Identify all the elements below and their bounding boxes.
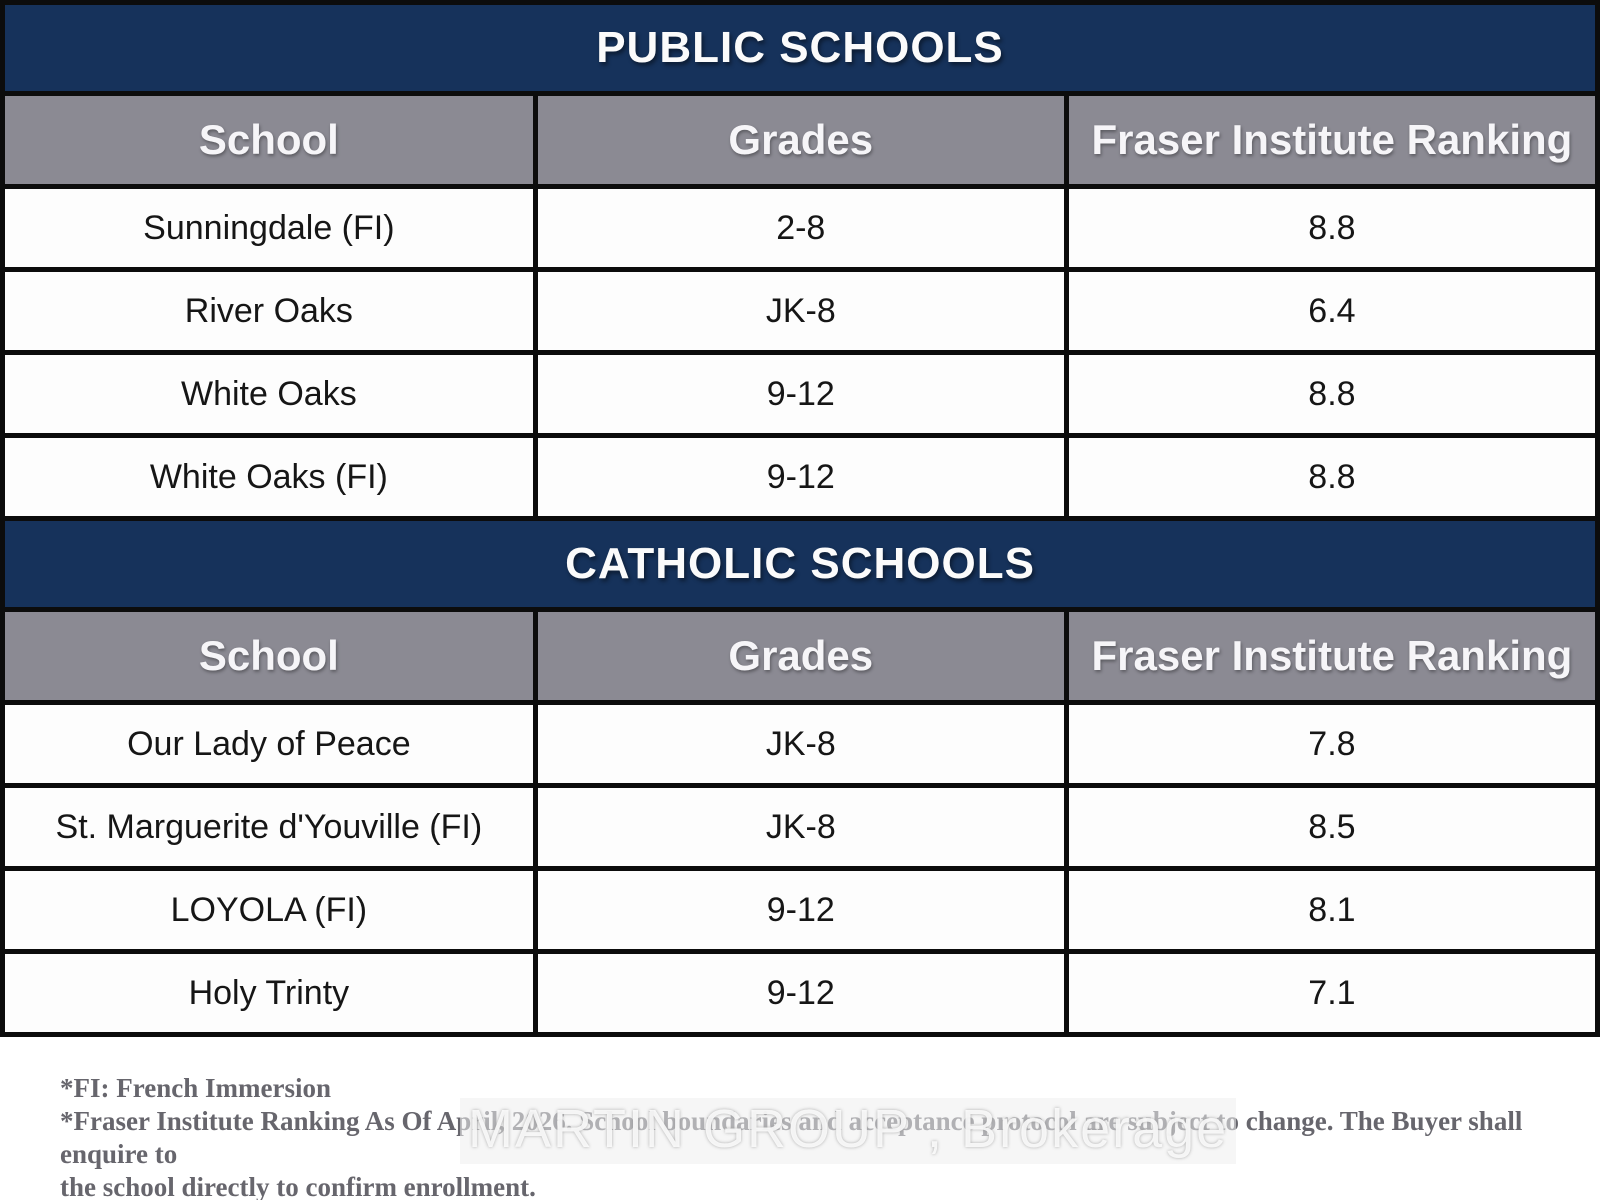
cell-ranking: 8.1 xyxy=(1063,866,1600,954)
table-row: Holy Trinty 9-12 7.1 xyxy=(0,949,1600,1037)
cell-ranking: 7.8 xyxy=(1063,700,1600,788)
section-title-catholic: CATHOLIC SCHOOLS xyxy=(0,516,1600,612)
cell-ranking: 7.1 xyxy=(1063,949,1600,1037)
cell-ranking: 8.8 xyxy=(1063,433,1600,521)
table-row: St. Marguerite d'Youville (FI) JK-8 8.5 xyxy=(0,783,1600,871)
cell-school: LOYOLA (FI) xyxy=(0,866,538,954)
table-row: Our Lady of Peace JK-8 7.8 xyxy=(0,700,1600,788)
cell-school: Holy Trinty xyxy=(0,949,538,1037)
cell-grades: JK-8 xyxy=(532,700,1069,788)
column-header-fraser-ranking: Fraser Institute Ranking xyxy=(1063,607,1600,705)
cell-grades: JK-8 xyxy=(532,267,1069,355)
column-header-fraser-ranking: Fraser Institute Ranking xyxy=(1063,91,1600,189)
cell-school: St. Marguerite d'Youville (FI) xyxy=(0,783,538,871)
table-row: White Oaks (FI) 9-12 8.8 xyxy=(0,433,1600,521)
cell-ranking: 6.4 xyxy=(1063,267,1600,355)
cell-ranking: 8.5 xyxy=(1063,783,1600,871)
cell-school: River Oaks xyxy=(0,267,538,355)
cell-grades: 9-12 xyxy=(532,866,1069,954)
cell-school: White Oaks (FI) xyxy=(0,433,538,521)
cell-grades: 9-12 xyxy=(532,433,1069,521)
column-header-row-public: School Grades Fraser Institute Ranking xyxy=(0,91,1600,189)
table-row: River Oaks JK-8 6.4 xyxy=(0,267,1600,355)
column-header-grades: Grades xyxy=(532,607,1069,705)
cell-ranking: 8.8 xyxy=(1063,184,1600,272)
cell-school: Our Lady of Peace xyxy=(0,700,538,788)
section-title-public: PUBLIC SCHOOLS xyxy=(0,0,1600,96)
column-header-grades: Grades xyxy=(532,91,1069,189)
column-header-school: School xyxy=(0,607,538,705)
cell-school: Sunningdale (FI) xyxy=(0,184,538,272)
column-header-school: School xyxy=(0,91,538,189)
footnote-fi: *FI: French Immersion xyxy=(60,1073,331,1103)
section-band-catholic: CATHOLIC SCHOOLS xyxy=(0,516,1600,612)
cell-school: White Oaks xyxy=(0,350,538,438)
cell-grades: JK-8 xyxy=(532,783,1069,871)
footnote-ranking-line-2: the school directly to confirm enrollmen… xyxy=(60,1172,536,1200)
column-header-row-catholic: School Grades Fraser Institute Ranking xyxy=(0,607,1600,705)
cell-ranking: 8.8 xyxy=(1063,350,1600,438)
table-row: Sunningdale (FI) 2-8 8.8 xyxy=(0,184,1600,272)
cell-grades: 2-8 xyxy=(532,184,1069,272)
cell-grades: 9-12 xyxy=(532,949,1069,1037)
schools-table: PUBLIC SCHOOLS School Grades Fraser Inst… xyxy=(0,0,1600,1037)
brokerage-watermark: MARTIN GROUP , Brokerage xyxy=(460,1098,1237,1164)
section-band-public: PUBLIC SCHOOLS xyxy=(0,0,1600,96)
cell-grades: 9-12 xyxy=(532,350,1069,438)
table-row: White Oaks 9-12 8.8 xyxy=(0,350,1600,438)
table-row: LOYOLA (FI) 9-12 8.1 xyxy=(0,866,1600,954)
